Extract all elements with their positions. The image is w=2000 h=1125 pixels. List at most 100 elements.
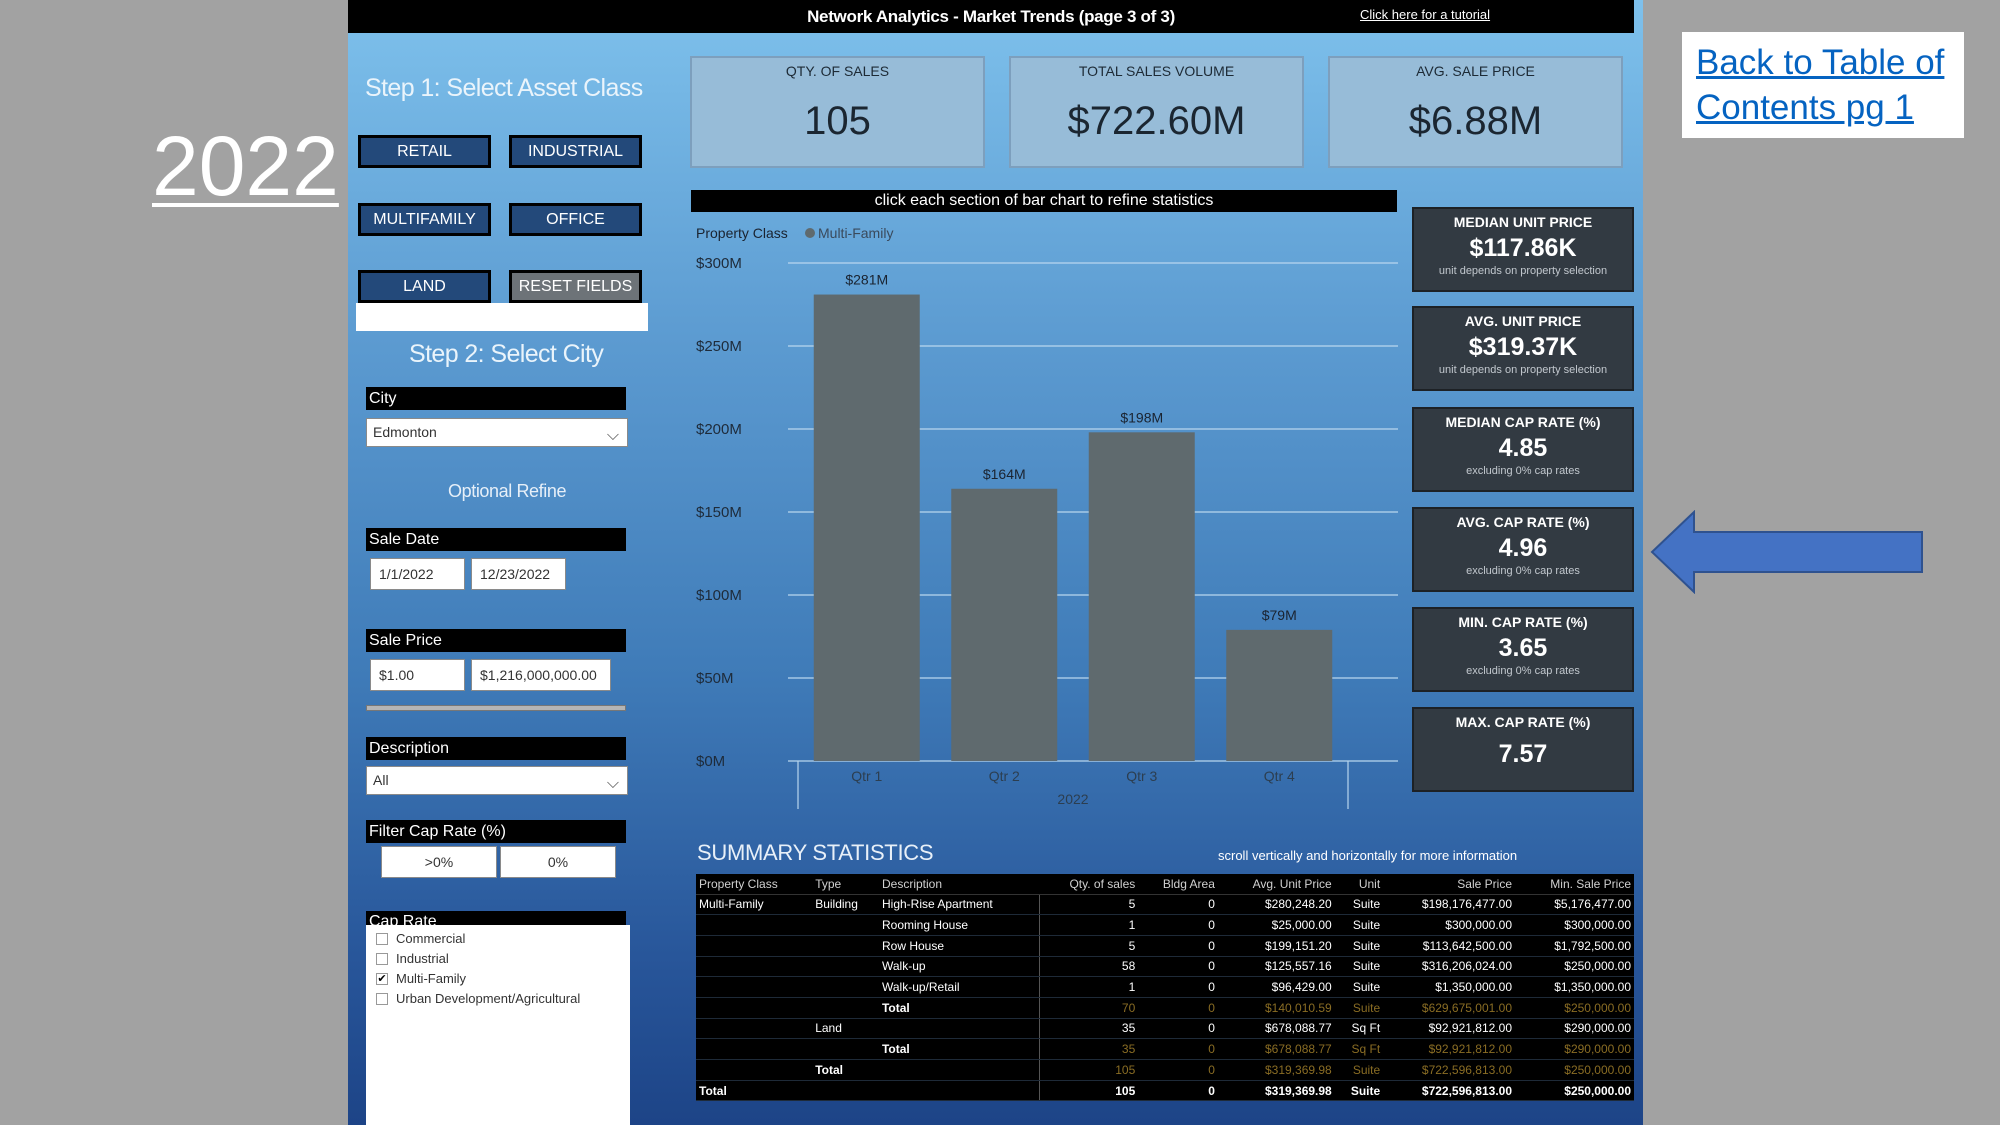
data-label: $198M bbox=[1120, 409, 1163, 425]
card-note: excluding 0% cap rates bbox=[1466, 565, 1580, 577]
table-row: Walk-up 58 0 $125,557.16 Suite $316,206,024.0… bbox=[696, 956, 1634, 978]
card-median-unit-price: MEDIAN UNIT PRICE $117.86K unit depends … bbox=[1412, 207, 1634, 292]
x-tick-label: Qtr 2 bbox=[989, 768, 1020, 784]
table-cell bbox=[812, 1038, 879, 1060]
table-cell: $319,369.98 bbox=[1217, 1059, 1335, 1081]
table-cell: 0 bbox=[1138, 956, 1218, 978]
column-header[interactable]: Min. Sale Price bbox=[1515, 874, 1634, 895]
table-cell: Total bbox=[878, 997, 1041, 1019]
checkbox-multi-family[interactable]: ✔ Multi-Family bbox=[376, 971, 466, 986]
card-note: unit depends on property selection bbox=[1438, 364, 1608, 376]
data-label: $281M bbox=[845, 272, 888, 288]
table-cell: $290,000.00 bbox=[1515, 1038, 1634, 1060]
table-cell: $300,000.00 bbox=[1515, 914, 1634, 936]
table-cell: 35 bbox=[1039, 1038, 1139, 1060]
kpi-qty-of-sales: QTY. OF SALES 105 bbox=[690, 56, 985, 168]
multifamily-button[interactable]: MULTIFAMILY bbox=[358, 203, 491, 236]
table-cell: Sq Ft bbox=[1334, 1018, 1384, 1040]
y-tick-label: $100M bbox=[696, 587, 742, 604]
checkmark-icon: ✔ bbox=[376, 972, 388, 985]
city-dropdown[interactable]: Edmonton ⌵ bbox=[366, 418, 628, 447]
table-cell bbox=[696, 914, 813, 936]
table-cell: 0 bbox=[1138, 1018, 1218, 1040]
sale-date-to-input[interactable]: 12/23/2022 bbox=[471, 558, 566, 590]
retail-button[interactable]: RETAIL bbox=[358, 135, 491, 168]
cap-rate-label: Cap Rate bbox=[366, 911, 626, 927]
table-cell: $722,596,813.00 bbox=[1383, 1079, 1515, 1102]
industrial-button[interactable]: INDUSTRIAL bbox=[509, 135, 642, 168]
table-cell bbox=[812, 976, 879, 998]
table-cell: $280,248.20 bbox=[1217, 894, 1335, 916]
card-value: 3.65 bbox=[1498, 634, 1548, 662]
table-row: Land 35 0 $678,088.77 Sq Ft $92,921,812.00 $29… bbox=[696, 1018, 1634, 1040]
description-label: Description bbox=[366, 737, 626, 760]
chevron-down-icon: ⌵ bbox=[606, 775, 619, 792]
table-cell: $678,088.77 bbox=[1217, 1038, 1335, 1060]
kpi-label: TOTAL SALES VOLUME bbox=[1078, 63, 1235, 79]
card-note: excluding 0% cap rates bbox=[1466, 465, 1580, 477]
step1-title: Step 1: Select Asset Class bbox=[365, 74, 643, 102]
column-header[interactable]: Bldg Area bbox=[1138, 874, 1218, 895]
y-tick-label: $50M bbox=[696, 670, 734, 687]
checkbox-urban-development[interactable]: Urban Development/Agricultural bbox=[376, 991, 580, 1006]
card-value: 7.57 bbox=[1498, 740, 1548, 768]
cap-rate-0-option[interactable]: 0% bbox=[500, 846, 616, 878]
left-arrow-icon bbox=[1650, 510, 1923, 594]
sale-price-slider[interactable] bbox=[366, 705, 626, 711]
toc-link-box: Back to Table of Contents pg 1 bbox=[1682, 32, 1964, 138]
column-header[interactable]: Qty. of sales bbox=[1039, 874, 1139, 895]
table-cell: 0 bbox=[1138, 894, 1218, 916]
kpi-label: AVG. SALE PRICE bbox=[1416, 63, 1535, 79]
table-cell: Suite bbox=[1334, 914, 1384, 936]
table-cell: Suite bbox=[1334, 894, 1384, 916]
table-cell: 1 bbox=[1039, 914, 1139, 936]
reset-fields-button[interactable]: RESET FIELDS bbox=[509, 270, 642, 303]
table-cell bbox=[696, 1059, 813, 1081]
table-cell: $1,792,500.00 bbox=[1515, 935, 1634, 957]
sale-date-label: Sale Date bbox=[366, 528, 626, 551]
cap-rate-gt0-option[interactable]: >0% bbox=[381, 846, 497, 878]
column-header[interactable]: Sale Price bbox=[1383, 874, 1515, 895]
bar bbox=[951, 488, 1058, 761]
description-dropdown[interactable]: All ⌵ bbox=[366, 766, 628, 795]
table-cell bbox=[696, 997, 813, 1019]
table-cell bbox=[696, 1018, 813, 1040]
table-cell: 35 bbox=[1039, 1018, 1139, 1040]
table-cell: $250,000.00 bbox=[1515, 956, 1634, 978]
table-subtotal-row: Total 35 0 $678,088.77 Sq Ft $92,921,812.00 $2… bbox=[696, 1038, 1634, 1060]
kpi-total-sales-volume: TOTAL SALES VOLUME $722.60M bbox=[1009, 56, 1304, 168]
sale-date-from-input[interactable]: 1/1/2022 bbox=[370, 558, 465, 590]
column-header[interactable]: Property Class bbox=[696, 874, 813, 895]
office-button[interactable]: OFFICE bbox=[509, 203, 642, 236]
description-value: All bbox=[373, 772, 389, 788]
sale-price-min-input[interactable]: $1.00 bbox=[370, 659, 465, 691]
table-cell: 0 bbox=[1138, 997, 1218, 1019]
card-value: $319.37K bbox=[1468, 333, 1578, 361]
dashboard-title: Network Analytics - Market Trends (page … bbox=[807, 7, 1175, 26]
card-label: AVG. UNIT PRICE bbox=[1464, 313, 1582, 329]
land-button[interactable]: LAND bbox=[358, 270, 491, 303]
table-cell: $629,675,001.00 bbox=[1383, 997, 1515, 1019]
column-header[interactable]: Unit bbox=[1334, 874, 1384, 895]
card-label: MIN. CAP RATE (%) bbox=[1458, 614, 1588, 630]
checkbox-commercial[interactable]: Commercial bbox=[376, 931, 465, 946]
table-cell: 1 bbox=[1039, 976, 1139, 998]
back-to-toc-link[interactable]: Back to Table of Contents pg 1 bbox=[1696, 43, 1945, 127]
table-cell: $1,350,000.00 bbox=[1383, 976, 1515, 998]
table-cell: $250,000.00 bbox=[1515, 1059, 1634, 1081]
table-cell: 105 bbox=[1039, 1059, 1139, 1081]
column-header[interactable]: Avg. Unit Price bbox=[1217, 874, 1335, 895]
sale-price-max-input[interactable]: $1,216,000,000.00 bbox=[471, 659, 611, 691]
summary-table[interactable]: Property Class Type Description Qty. of sal… bbox=[696, 874, 1634, 1102]
column-header[interactable]: Description bbox=[878, 874, 1040, 895]
tutorial-link[interactable]: Click here for a tutorial bbox=[1360, 7, 1491, 22]
x-tick-label: Qtr 3 bbox=[1126, 768, 1157, 784]
table-cell: $140,010.59 bbox=[1217, 997, 1335, 1019]
card-median-cap-rate: MEDIAN CAP RATE (%) 4.85 excluding 0% ca… bbox=[1412, 407, 1634, 492]
column-header[interactable]: Type bbox=[812, 874, 879, 895]
card-avg-unit-price: AVG. UNIT PRICE $319.37K unit depends on… bbox=[1412, 306, 1634, 391]
table-cell: Suite bbox=[1334, 956, 1384, 978]
checkbox-industrial[interactable]: Industrial bbox=[376, 951, 449, 966]
table-cell: $96,429.00 bbox=[1217, 976, 1335, 998]
table-cell: $250,000.00 bbox=[1515, 997, 1634, 1019]
